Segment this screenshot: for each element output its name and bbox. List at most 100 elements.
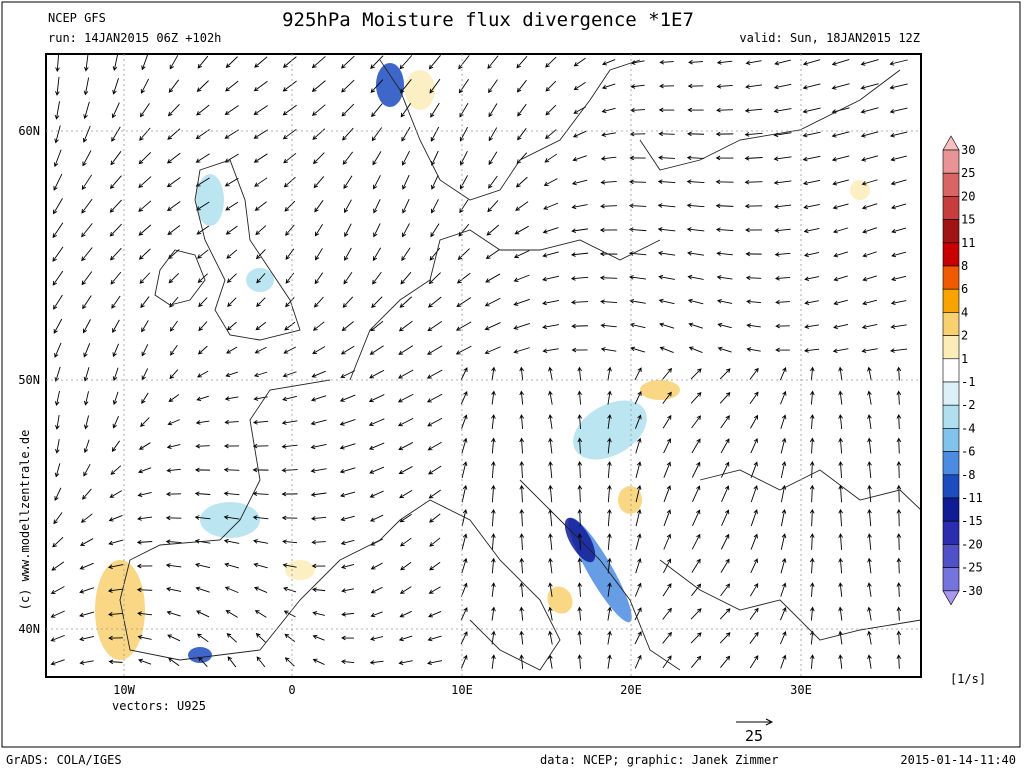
shading [640,380,680,400]
wind-vector [140,417,150,428]
wind-vector [519,582,524,597]
wind-vector [427,417,443,427]
wind-vector [891,275,907,282]
wind-vector [457,248,470,261]
wind-vector [548,557,553,574]
wind-vector [717,298,733,304]
wind-vector [254,56,268,68]
wind-vector [896,606,902,621]
wind-vector [607,437,612,454]
wind-vector [256,656,266,668]
wind-vector [861,203,878,210]
colorbar-label: -8 [961,468,975,482]
wind-vector [804,276,819,282]
wind-vector [112,343,120,358]
wind-vector [658,155,676,161]
wind-vector [867,390,872,405]
wind-vector [165,515,182,521]
wind-vector [342,296,354,308]
wind-vector [891,251,907,258]
wind-vector [460,654,468,669]
wind-vector [195,420,210,425]
wind-vector [110,271,122,285]
wind-vector [570,252,589,257]
wind-vector [461,461,468,478]
wind-vector [399,513,412,523]
wind-vector [750,438,758,454]
wind-vector [716,83,733,89]
colorbar-cell [942,520,960,545]
wind-vector [139,127,151,141]
wind-vector [542,299,560,306]
wind-vector [311,56,326,69]
wind-vector [657,179,676,184]
wind-vector [110,247,122,261]
wind-vector [139,103,150,118]
wind-vector [572,155,587,162]
wind-vector [629,322,646,329]
wind-vector [340,345,355,355]
wind-vector [488,175,498,189]
wind-vector [369,514,384,522]
wind-vector [570,299,589,305]
wind-vector [225,225,238,235]
wind-vector [607,654,612,669]
wind-vector [166,468,181,473]
wind-vector [867,654,872,669]
colorbar-cell [942,149,960,174]
wind-vector [83,101,90,120]
wind-vector [55,77,60,96]
map-area [45,53,922,678]
wind-vector [750,533,758,550]
wind-vector [607,508,612,527]
wind-vector [283,176,296,188]
colorbar-label: 2 [961,329,968,343]
wind-vector [692,485,701,503]
wind-vector [194,539,211,544]
wind-vector [804,348,820,353]
wind-vector [659,322,675,329]
wind-vector [809,390,815,405]
wind-vector [254,177,268,187]
colorbar-cell [942,312,960,336]
wind-vector [197,370,209,378]
wind-vector [861,348,878,354]
wind-vector [867,437,872,454]
wind-vector [370,611,383,618]
colorbar-cell [942,265,960,290]
wind-vector [165,491,182,497]
wind-vector [369,490,384,498]
wind-vector [860,83,879,90]
wind-vector [460,631,468,645]
wind-vector [50,586,65,594]
wind-vector [107,564,124,570]
wind-vector [809,557,815,574]
wind-vector [691,655,702,668]
wind-vector [282,56,297,68]
wind-vector [373,199,381,214]
wind-vector [430,199,439,214]
wind-vector [601,107,616,114]
wind-vector [607,366,612,381]
model-name: NCEP GFS [48,11,106,25]
wind-vector [573,57,586,67]
wind-vector [629,179,647,185]
wind-vector [83,77,90,96]
wind-vector [427,321,443,332]
wind-vector [744,179,763,185]
wind-vector [141,392,149,404]
wind-vector [370,636,384,641]
wind-vector [223,491,240,496]
wind-vector [341,635,354,641]
wind-vector [52,270,64,286]
wind-vector [223,538,240,544]
wind-vector [600,347,617,352]
wind-vector [491,390,496,405]
wind-vector [397,393,414,403]
wind-vector [749,655,759,669]
valid-time: valid: Sun, 18JAN2015 12Z [739,31,920,45]
wind-vector [750,558,758,574]
wind-vector [896,654,902,669]
wind-vector [809,508,815,527]
wind-vector [635,533,642,550]
